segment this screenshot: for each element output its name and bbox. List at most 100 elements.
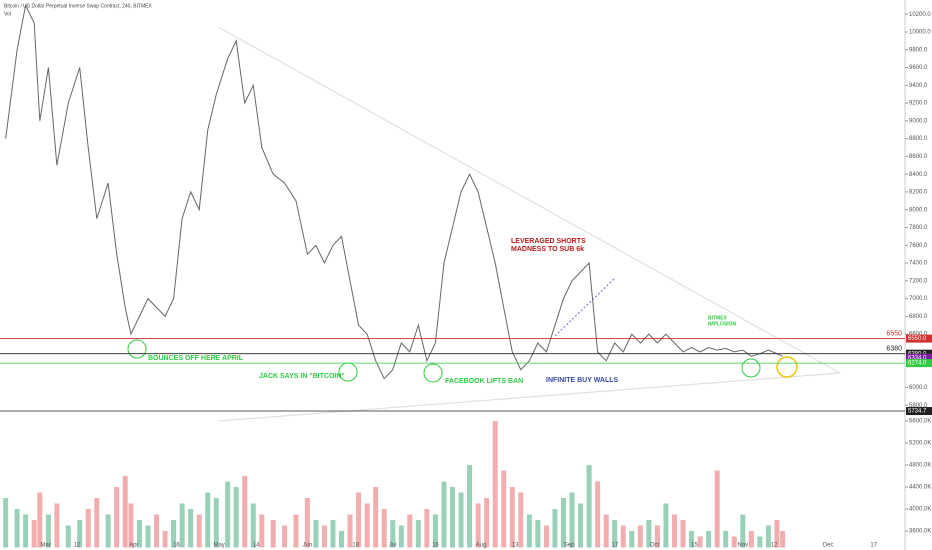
level-label: 6274.0 [908,361,927,367]
level-tag [906,359,932,368]
x-tick-label: Oct [650,543,660,549]
y-tick-label: 8400.0 [909,172,928,178]
y-tick-label: 5800.0 [909,403,928,409]
volume-bar [458,492,464,548]
volume-bar [595,481,601,548]
volume-bar [646,520,652,548]
volume-bar [373,487,379,548]
volume-bar [774,520,780,548]
y-tick-label: 6000.0 [909,385,928,391]
x-tick-label: Sep [564,543,575,549]
volume-bar [282,525,288,548]
volume-label: Vol [4,11,11,17]
annotation: IMPLOSION [708,321,736,327]
volume-bar [671,514,677,548]
volume-bar [196,514,202,548]
y-tick-label: 10200.0 [909,12,931,18]
y-tick-label: 10000.0 [909,30,931,36]
y-tick-label: 7000.0 [909,296,928,302]
volume-bar [339,531,345,548]
x-tick-label: Jul [389,543,397,549]
volume-bar [663,503,669,548]
volume-bar [347,514,353,548]
volume-bar [321,525,327,548]
y-tick-label: 8800.0 [909,136,928,142]
circle [776,356,798,378]
y-tick-label: 8000.0 [909,207,928,213]
x-tick-label: Aug [476,543,487,549]
volume-bar [757,536,763,548]
level-text: 6550 [886,330,902,337]
volume-bar [586,465,592,548]
x-tick-label: Apr [129,543,138,549]
circle [127,339,147,359]
x-tick-label: Mar [40,543,50,549]
volume-bar [154,514,160,548]
drawings [127,26,841,422]
volume-bar [136,520,142,548]
volume-bar [205,492,211,548]
y-tick-label: 8600.0 [909,154,928,160]
x-tick-label: Nov [737,543,748,549]
x-tick-label: 16 [432,543,439,549]
chart-title: Bitcoin / US Dollar Perpetual Inverse Sw… [4,3,153,9]
y-tick-label: 7600.0 [909,243,928,249]
y-tick-label: 9000.0 [909,118,928,124]
y2-tick-label: 4800.0K [909,463,931,469]
volume-bar [484,498,490,548]
volume-bar [390,520,396,548]
y-tick-label: 8200.0 [909,190,928,196]
volume-bar [680,520,686,548]
volume-bar [731,536,737,548]
volume-bar [526,514,532,548]
volume-bar [518,492,524,548]
trendline [217,372,841,422]
volume-bar [114,487,120,548]
y-tick-label: 7200.0 [909,278,928,284]
annotation: LEVERAGED SHORTS [511,238,586,245]
volume-bar [213,498,219,548]
volume-bar [501,470,507,548]
price-axis-bg [905,0,932,550]
volume-bar [560,498,566,548]
y2-tick-label: 4000.0K [909,507,931,513]
volume-bar [748,531,754,548]
volume-bar [467,465,473,548]
trendline [217,26,841,374]
volume-bar [54,503,60,548]
volume-bar [188,509,194,548]
price-line [5,3,783,380]
volume-bar [450,487,455,548]
volume-bar [242,476,248,548]
x-tick-label: 13 [512,543,519,549]
level-text: 6380 [886,346,902,353]
volume-bar [612,520,618,548]
x-tick-label: 12 [771,543,778,549]
x-tick-label: 18 [352,543,359,549]
volume-bar [162,531,168,548]
y2-tick-label: 4400.0K [909,485,931,491]
circle [741,358,761,378]
y2-tick-label: 5600.0K [909,419,931,425]
volume-bar [407,514,413,548]
y2-tick-label: 5200.0K [909,441,931,447]
volume-bar [225,481,231,548]
volume-bar [313,520,319,548]
volume-bar [714,470,720,548]
volume-bar [270,520,276,548]
volume-bar [381,509,387,548]
x-tick-label: 12 [73,543,80,549]
volume-bar [45,514,51,548]
volume-bar [424,509,430,548]
volume-bar [723,531,729,548]
x-tick-label: 15 [691,543,698,549]
y2-tick-label: 3600.0K [909,529,931,535]
volume-bar [304,498,310,548]
volume-bar [356,492,362,548]
volume-bar [94,498,100,548]
volume-bar [398,525,404,548]
volume-bar [765,525,771,548]
volume-bar [293,514,299,548]
volume-bar [578,503,584,548]
